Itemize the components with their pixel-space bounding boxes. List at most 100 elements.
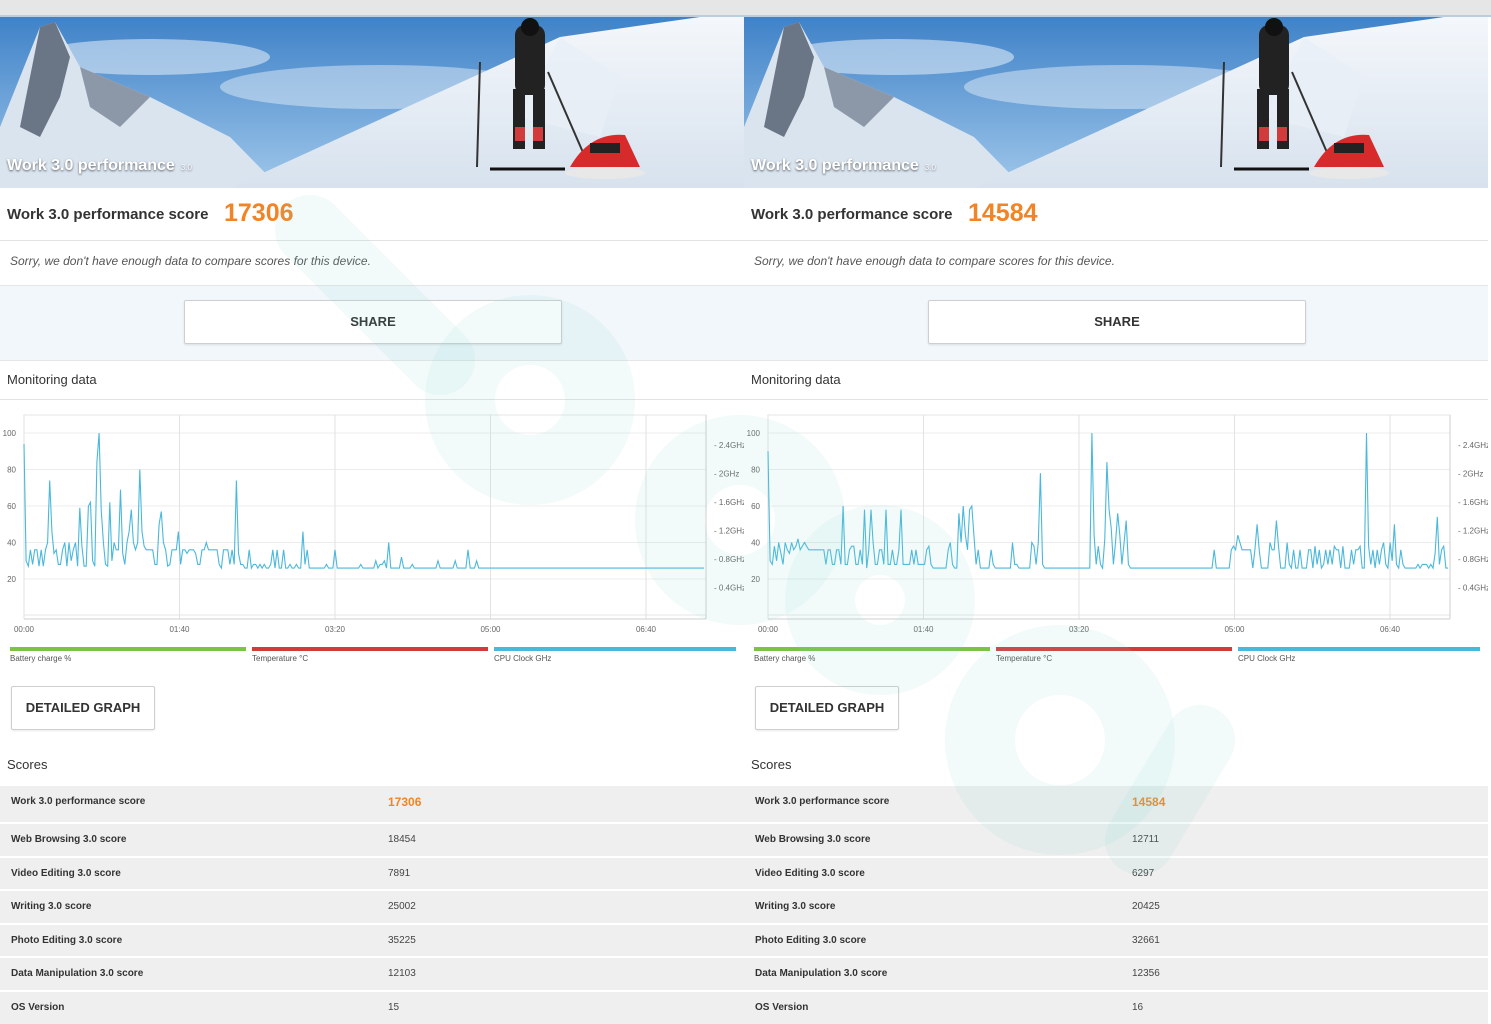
x-tick-label: 00:00	[14, 625, 35, 634]
result-panel-left: Work 3.0 performance 3.0 Work 3.0 perform…	[0, 17, 744, 1024]
banner-title: Work 3.0 performance 3.0	[751, 157, 936, 175]
table-row: Web Browsing 3.0 score 12711	[744, 822, 1488, 856]
y-left-tick-label: 40	[7, 539, 16, 548]
cpu-clock-series-line	[767, 432, 1448, 570]
detailed-graph-button[interactable]: DETAILED GRAPH	[11, 686, 155, 730]
chart-plot-area	[767, 414, 1451, 616]
score-row-label: OS Version	[11, 1001, 65, 1013]
y-right-tick-label: - 1.6GHz	[714, 498, 744, 507]
legend-label-battery: Battery charge %	[10, 654, 72, 663]
comparison-notice: Sorry, we don't have enough data to comp…	[754, 254, 1115, 268]
score-row-value: 12356	[1132, 968, 1160, 980]
y-left-tick-label: 20	[7, 575, 16, 584]
scores-table: Work 3.0 performance score 14584 Web Brows…	[744, 784, 1488, 1024]
banner-title-text: Work 3.0 performance	[751, 157, 919, 174]
score-row-value: 20425	[1132, 901, 1160, 913]
x-tick-label: 06:40	[1380, 625, 1401, 634]
score-row-label: Work 3.0 performance score	[755, 796, 890, 807]
legend-label-cpu: CPU Clock GHz	[1238, 654, 1296, 663]
y-left-tick-label: 20	[751, 575, 760, 584]
banner-image: Work 3.0 performance 3.0	[744, 17, 1488, 188]
y-left-tick-label: 60	[7, 502, 16, 511]
y-right-tick-label: - 2.4GHz	[714, 441, 744, 450]
table-row: Data Manipulation 3.0 score 12103	[0, 956, 744, 990]
banner-title-text: Work 3.0 performance	[7, 157, 175, 174]
x-tick-label: 05:00	[480, 625, 501, 634]
score-row-label: Photo Editing 3.0 score	[755, 934, 867, 946]
score-row-value: 25002	[388, 901, 416, 913]
skier-figure	[1220, 18, 1330, 171]
y-left-tick-label: 80	[751, 466, 760, 475]
y-left-tick-label: 100	[747, 429, 761, 438]
table-row: Work 3.0 performance score 14584	[744, 784, 1488, 822]
divider	[0, 399, 744, 400]
legend-bar-battery	[10, 647, 246, 651]
top-strip	[0, 0, 1491, 17]
score-label: Work 3.0 performance score	[751, 206, 953, 223]
table-row: Writing 3.0 score 20425	[744, 889, 1488, 923]
score-row-value: 7891	[388, 867, 411, 879]
scores-table: Work 3.0 performance score 17306 Web Brows…	[0, 784, 744, 1024]
table-row: Photo Editing 3.0 score 35225	[0, 922, 744, 957]
y-right-tick-label: - 2GHz	[1458, 470, 1483, 479]
y-right-tick-label: - 0.4GHz	[1458, 584, 1488, 593]
top-strip-accent	[0, 15, 1491, 17]
score-row-value: 17306	[388, 795, 422, 809]
banner-illustration	[744, 17, 1488, 188]
chart-plot-area	[23, 414, 707, 616]
table-row: Photo Editing 3.0 score 32661	[744, 922, 1488, 957]
score-row-value: 12711	[1132, 834, 1160, 845]
share-button[interactable]: SHARE	[184, 300, 562, 344]
score-row-label: Web Browsing 3.0 score	[11, 834, 127, 845]
score-row-label: Data Manipulation 3.0 score	[11, 968, 144, 980]
score-row: Work 3.0 performance score 14584	[744, 188, 1488, 241]
legend-bar-cpu	[1238, 647, 1480, 651]
monitoring-title: Monitoring data	[751, 372, 841, 387]
x-tick-label: 01:40	[913, 625, 934, 634]
y-right-tick-label: - 1.6GHz	[1458, 498, 1488, 507]
table-row: Web Browsing 3.0 score 18454	[0, 822, 744, 856]
x-tick-label: 03:20	[325, 625, 346, 634]
score-row-value: 18454	[388, 834, 416, 845]
cpu-clock-series-line	[23, 432, 704, 570]
score-label: Work 3.0 performance score	[7, 206, 209, 223]
score-row-label: Photo Editing 3.0 score	[11, 934, 123, 946]
y-right-tick-label: - 0.4GHz	[714, 584, 744, 593]
score-row-label: Web Browsing 3.0 score	[755, 834, 871, 845]
x-tick-label: 01:40	[169, 625, 190, 634]
legend-bar-temperature	[996, 647, 1232, 651]
scores-title: Scores	[751, 757, 792, 772]
comparison-notice: Sorry, we don't have enough data to comp…	[10, 254, 371, 268]
table-row: Writing 3.0 score 25002	[0, 889, 744, 923]
banner-illustration	[0, 17, 744, 188]
banner-image: Work 3.0 performance 3.0	[0, 17, 744, 188]
x-tick-label: 05:00	[1224, 625, 1245, 634]
detailed-graph-button[interactable]: DETAILED GRAPH	[755, 686, 899, 730]
divider	[744, 399, 1488, 400]
score-row-label: Work 3.0 performance score	[11, 796, 146, 807]
table-row: OS Version 15	[0, 989, 744, 1024]
share-zone: SHARE	[744, 285, 1488, 361]
x-tick-label: 06:40	[636, 625, 657, 634]
score-row-value: 12103	[388, 968, 416, 980]
legend-label-temperature: Temperature °C	[252, 654, 309, 663]
score-row-label: Data Manipulation 3.0 score	[755, 968, 888, 980]
score-row-value: 16	[1132, 1001, 1144, 1013]
sled	[1309, 134, 1389, 179]
banner-version: 3.0	[924, 163, 936, 172]
score-value: 14584	[968, 199, 1038, 227]
share-button[interactable]: SHARE	[928, 300, 1306, 344]
score-row-value: 35225	[388, 934, 416, 946]
table-row: Video Editing 3.0 score 6297	[744, 855, 1488, 890]
y-left-tick-label: 40	[751, 539, 760, 548]
result-panel-right: Work 3.0 performance 3.0 Work 3.0 perform…	[744, 17, 1488, 1024]
y-left-tick-label: 100	[3, 429, 17, 438]
y-right-tick-label: - 1.2GHz	[1458, 527, 1488, 536]
legend-label-temperature: Temperature °C	[996, 654, 1053, 663]
y-left-tick-label: 80	[7, 466, 16, 475]
table-row: Work 3.0 performance score 17306	[0, 784, 744, 822]
scores-title: Scores	[7, 757, 48, 772]
score-row-value: 32661	[1132, 934, 1160, 946]
table-row: Video Editing 3.0 score 7891	[0, 855, 744, 890]
banner-title: Work 3.0 performance 3.0	[7, 157, 192, 175]
